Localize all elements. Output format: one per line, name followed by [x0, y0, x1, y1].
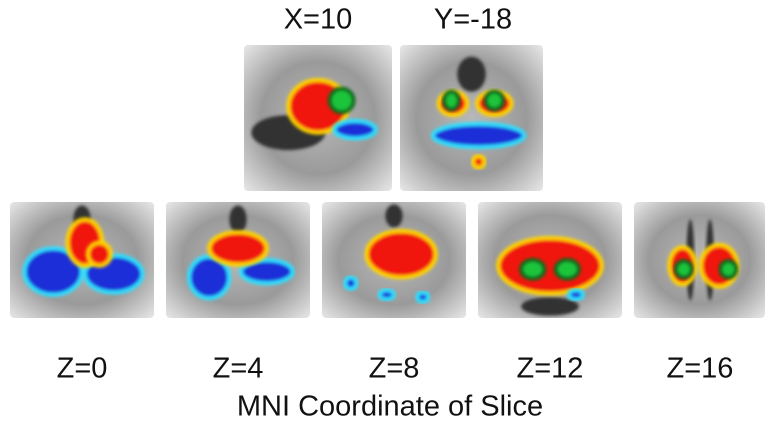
activation-blob: [334, 121, 375, 139]
ventricle: [229, 205, 246, 233]
caption: MNI Coordinate of Slice: [237, 391, 543, 423]
slice-label: Z=12: [517, 353, 584, 385]
slice-panels: [10, 45, 765, 318]
activation-blob: [367, 231, 436, 277]
slice-image: [322, 202, 466, 318]
brain-slice: [10, 202, 154, 318]
activation-blob: [498, 238, 602, 294]
brain-slice: [400, 45, 543, 191]
slice-image: [634, 202, 765, 318]
figure: X=10 Y=-18 Z=0 Z=4 Z=8 Z=12 Z=16 MNI Coo…: [0, 0, 770, 427]
activation-blob: [433, 124, 525, 147]
activation-blob: [417, 292, 429, 301]
activation-blob: [345, 277, 357, 289]
activation-blob: [521, 260, 544, 279]
slice-label: Z=4: [213, 353, 264, 385]
slice-image: [400, 45, 543, 191]
activation-blob: [444, 92, 458, 110]
activation-blob: [569, 290, 583, 299]
activation-blob: [720, 261, 736, 277]
slice-label: Z=8: [369, 353, 420, 385]
slice-label: X=10: [284, 4, 353, 36]
activation-blob: [88, 243, 111, 266]
slice-label: Y=-18: [434, 4, 512, 36]
activation-blob: [209, 232, 267, 264]
activation-blob: [380, 290, 394, 299]
activation-blob: [676, 261, 692, 277]
slice-image: [244, 45, 392, 191]
slice-label: Z=0: [57, 353, 108, 385]
brain-slice: [244, 45, 392, 191]
slice-image: [166, 202, 310, 318]
slice-image: [478, 202, 622, 318]
brain-slice: [478, 202, 622, 318]
ventricle: [457, 57, 486, 92]
brain-slice: [166, 202, 310, 318]
slice-image: [10, 202, 154, 318]
activation-blob: [330, 89, 354, 112]
activation-blob: [556, 260, 579, 279]
activation-blob: [486, 92, 503, 110]
activation-blob: [473, 156, 484, 168]
brain-slice: [322, 202, 466, 318]
brain-slice: [634, 202, 765, 318]
slice-label: Z=16: [667, 353, 734, 385]
ventricle: [385, 204, 402, 227]
